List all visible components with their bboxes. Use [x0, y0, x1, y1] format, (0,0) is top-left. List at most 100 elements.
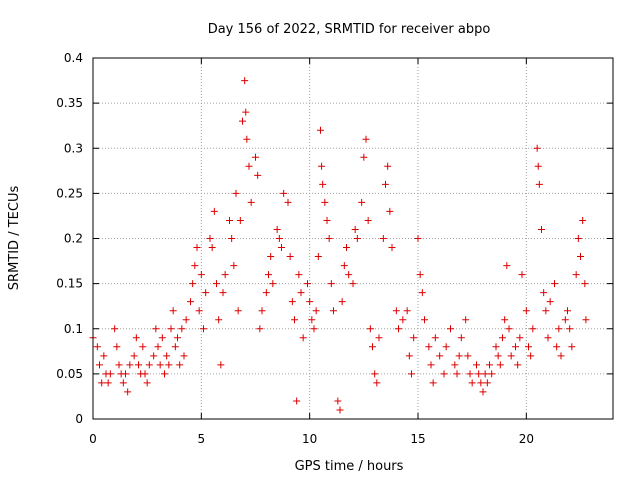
data-point [239, 117, 246, 125]
data-point [483, 379, 491, 387]
data-point [414, 235, 422, 242]
data-point [457, 334, 465, 342]
chart-title: Day 156 of 2022, SRMTID for receiver abp… [208, 22, 491, 37]
data-point [163, 352, 171, 360]
data-point [325, 235, 333, 242]
data-point [479, 388, 487, 396]
data-point [534, 162, 542, 170]
data-point [267, 253, 275, 261]
data-point [384, 162, 392, 170]
data-point [360, 153, 368, 161]
data-point [167, 325, 175, 333]
data-point [455, 352, 463, 360]
data-point [132, 334, 140, 342]
data-point [265, 271, 272, 279]
data-point [386, 207, 394, 215]
data-point [551, 280, 558, 288]
data-point [308, 316, 316, 324]
data-point [156, 361, 164, 369]
data-point [318, 162, 326, 170]
data-point [176, 361, 184, 369]
data-point [364, 216, 372, 224]
data-point [330, 307, 337, 315]
data-point [191, 262, 199, 270]
data-point [555, 325, 563, 333]
data-point [462, 316, 470, 324]
y-tick-label: 0.1 [64, 322, 83, 336]
y-axis-label: SRMTID / TECUs [7, 186, 22, 291]
data-point [473, 361, 480, 369]
data-point [427, 361, 435, 369]
data-point [579, 216, 587, 224]
y-tick-label: 0.4 [64, 51, 83, 65]
data-point [111, 325, 119, 333]
data-point [494, 352, 502, 360]
data-point [241, 77, 249, 85]
data-point [408, 370, 415, 378]
data-point [369, 343, 376, 351]
data-point [297, 289, 305, 297]
data-point [152, 325, 160, 333]
data-point [178, 325, 186, 333]
data-point [338, 298, 346, 306]
data-point [395, 325, 402, 333]
data-point [115, 361, 123, 369]
data-point [141, 370, 149, 378]
data-point [280, 189, 288, 197]
data-point [557, 352, 565, 360]
data-point [421, 316, 428, 324]
data-point [572, 271, 580, 279]
data-point [154, 343, 162, 351]
data-point [343, 244, 350, 252]
data-point [447, 325, 454, 333]
data-point [273, 225, 281, 233]
data-point [362, 135, 370, 143]
data-point [93, 343, 101, 351]
data-point [501, 316, 509, 324]
data-point [187, 298, 194, 306]
data-point [496, 361, 504, 369]
data-point [319, 180, 327, 188]
data-point [182, 316, 190, 324]
data-point [193, 244, 201, 252]
data-point [169, 307, 177, 315]
data-point [252, 153, 259, 161]
data-point [195, 307, 203, 315]
data-point [230, 262, 238, 270]
data-point [174, 334, 181, 342]
data-point [256, 325, 264, 333]
data-point [321, 198, 329, 206]
data-point [139, 343, 147, 351]
data-point [254, 171, 262, 179]
y-tick-label: 0 [75, 412, 83, 426]
data-point [226, 216, 233, 224]
data-point [525, 343, 532, 351]
data-point [527, 352, 535, 360]
data-point [100, 352, 108, 360]
data-point [306, 298, 314, 306]
data-point [278, 244, 285, 252]
data-point [98, 379, 106, 387]
data-point [522, 307, 530, 315]
data-point [371, 370, 379, 378]
x-tick-label: 15 [410, 432, 425, 446]
data-point [293, 397, 301, 405]
data-point [217, 361, 225, 369]
data-point [553, 343, 561, 351]
data-point [418, 289, 426, 297]
data-point [232, 189, 240, 197]
x-tick-label: 10 [302, 432, 317, 446]
data-point [533, 144, 541, 152]
data-point [429, 379, 437, 387]
data-point [564, 307, 571, 315]
data-point [243, 135, 251, 143]
data-point [514, 361, 522, 369]
data-point [436, 352, 444, 360]
data-point [475, 370, 483, 378]
data-point [358, 198, 366, 206]
data-point [340, 262, 348, 270]
data-point [516, 334, 524, 342]
data-point [499, 334, 506, 342]
y-tick-label: 0.15 [56, 277, 83, 291]
data-point [477, 379, 485, 387]
